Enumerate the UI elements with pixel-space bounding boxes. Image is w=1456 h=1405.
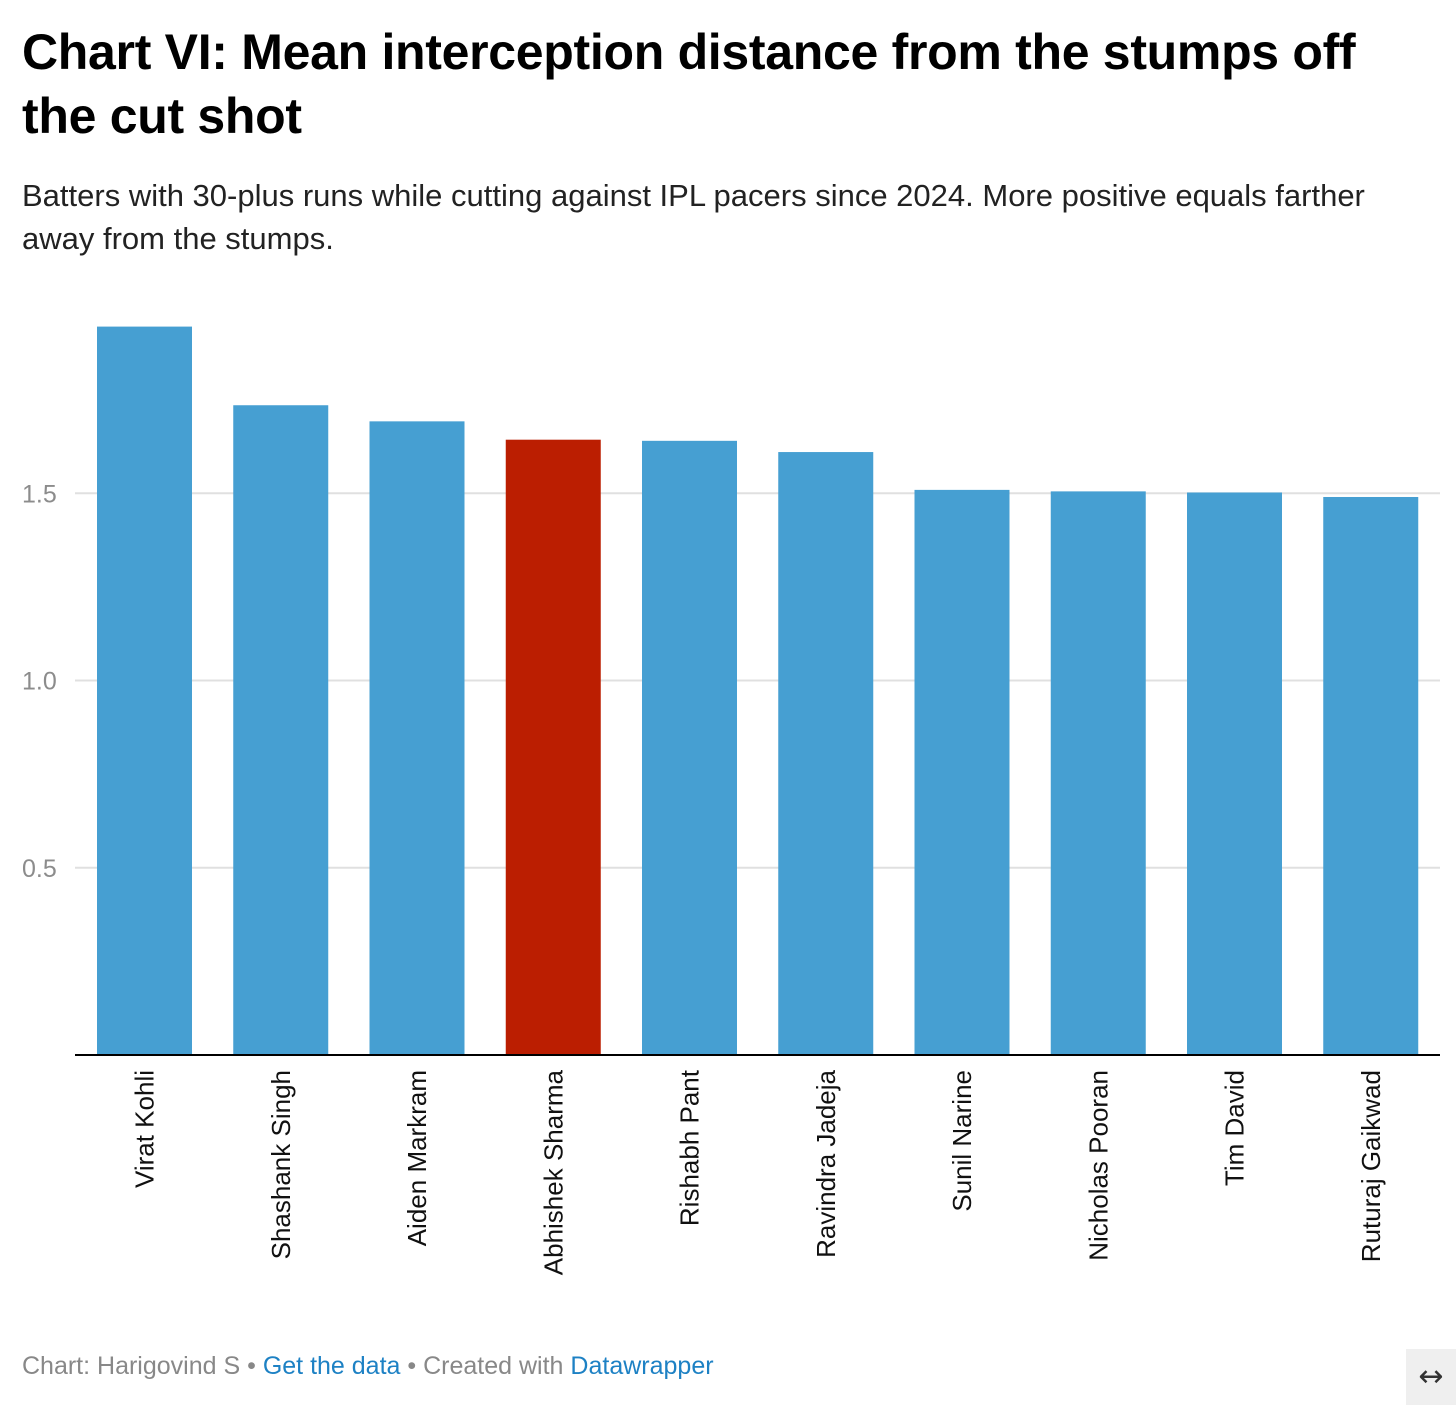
expand-icon[interactable]: ↔	[1406, 1349, 1456, 1405]
x-tick-label: Ruturaj Gaikwad	[1356, 1070, 1386, 1262]
bar	[642, 440, 737, 1055]
chart-title: Chart VI: Mean interception distance fro…	[22, 24, 1356, 144]
footer-created-with: Created with	[423, 1352, 564, 1380]
get-the-data-link[interactable]: Get the data	[262, 1352, 401, 1380]
datawrapper-link[interactable]: Datawrapper	[570, 1352, 714, 1380]
bar	[778, 452, 874, 1055]
bar	[1050, 491, 1146, 1055]
bar	[97, 326, 192, 1055]
bar	[505, 439, 601, 1055]
y-tick-label: 1.5	[22, 480, 57, 508]
bar	[233, 405, 329, 1055]
bar-chart: 0.5 1.0 1.5 Virat Kohli Shashank Singh Aiden …	[22, 326, 1440, 1275]
x-tick-label: Shashank Singh	[266, 1070, 296, 1259]
y-tick-label: 1.0	[22, 668, 57, 696]
chart-footer: Chart: Harigovind S • Get the data • Cre…	[22, 1352, 714, 1381]
footer-separator: •	[247, 1352, 256, 1380]
x-tick-label: Virat Kohli	[130, 1070, 160, 1188]
x-tick-label: Sunil Narine	[947, 1070, 977, 1212]
bar	[1187, 492, 1282, 1056]
footer-credit: Chart: Harigovind S	[22, 1352, 241, 1380]
x-tick-label: Rishabh Pant	[675, 1069, 705, 1226]
x-tick-label: Ravindra Jadeja	[811, 1069, 841, 1257]
x-tick-label: Abhishek Sharma	[538, 1069, 568, 1275]
x-tick-label: Aiden Markram	[402, 1070, 432, 1246]
y-tick-label: 0.5	[22, 855, 57, 883]
bar	[914, 489, 1010, 1055]
bar	[369, 421, 465, 1055]
bar	[1323, 496, 1419, 1055]
chart-subtitle: Batters with 30-plus runs while cutting …	[22, 178, 1365, 256]
footer-separator: •	[407, 1352, 417, 1380]
x-tick-label: Tim David	[1220, 1070, 1250, 1186]
x-tick-label: Nicholas Pooran	[1083, 1070, 1113, 1261]
